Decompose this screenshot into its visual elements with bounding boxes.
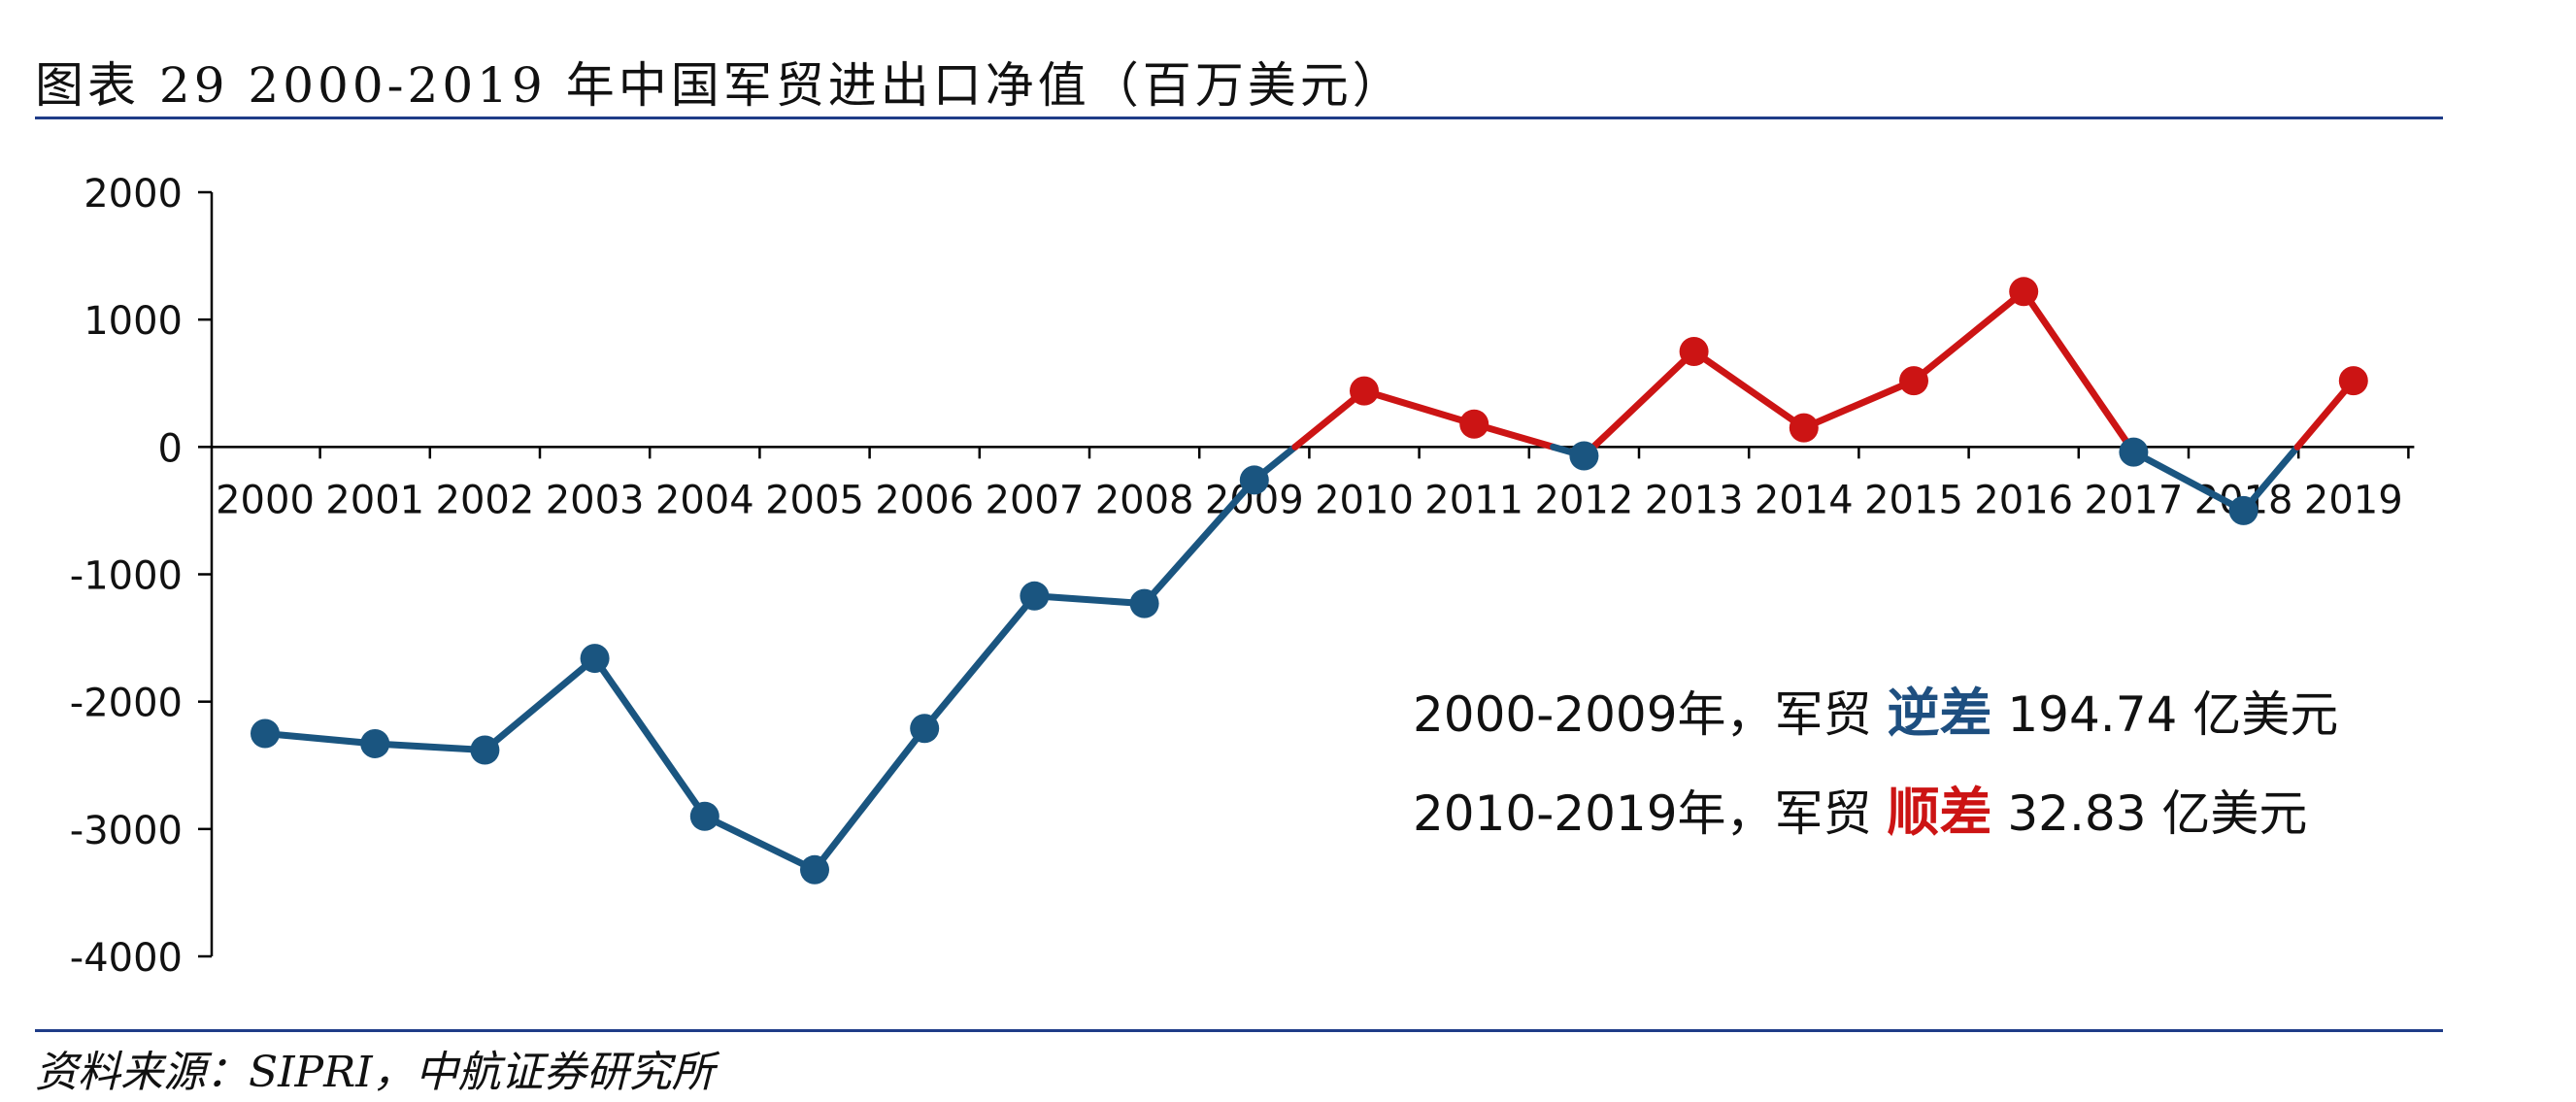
series-line-segment bbox=[371, 740, 488, 754]
annotation-surplus-prefix: 2010-2019年，军贸 bbox=[1413, 785, 1872, 842]
x-tick-label: 2010 bbox=[1315, 478, 1414, 522]
y-tick-label: -2000 bbox=[70, 682, 183, 726]
x-tick-label: 2019 bbox=[2304, 478, 2403, 522]
series-line-segment bbox=[1291, 387, 1368, 451]
x-tick-label: 2015 bbox=[1864, 478, 1963, 522]
annotation-deficit-prefix: 2000-2009年，军贸 bbox=[1413, 686, 1872, 743]
x-tick-label: 2005 bbox=[765, 478, 864, 522]
x-tick-label: 2014 bbox=[1755, 478, 1854, 522]
x-tick-label: 2011 bbox=[1424, 478, 1523, 522]
annotation-deficit-keyword: 逆差 bbox=[1887, 683, 1992, 744]
x-tick-label: 2013 bbox=[1645, 478, 1744, 522]
data-point bbox=[910, 714, 940, 744]
data-point bbox=[2338, 366, 2368, 396]
series-line-segment bbox=[1690, 348, 1808, 432]
x-tick-label: 2003 bbox=[546, 478, 645, 522]
x-tick-label: 2012 bbox=[1535, 478, 1634, 522]
annotation-surplus-suffix: 32.83 亿美元 bbox=[2007, 785, 2308, 842]
data-point bbox=[1239, 465, 1269, 495]
data-point bbox=[1459, 409, 1489, 439]
x-tick-label: 2016 bbox=[1974, 478, 2073, 522]
series-line-segment bbox=[1800, 377, 1918, 432]
y-tick-label: -4000 bbox=[70, 936, 183, 981]
series-line-segment bbox=[1360, 387, 1478, 428]
series-line-segment bbox=[481, 654, 599, 754]
annotation-surplus: 2010-2019年，军贸 顺差 32.83 亿美元 bbox=[1413, 769, 2307, 846]
figure-title: 图表 29 2000-2019 年中国军贸进出口净值（百万美元） bbox=[35, 57, 1405, 114]
series-line-segment bbox=[811, 724, 928, 874]
annotation-deficit: 2000-2009年，军贸 逆差 194.74 亿美元 bbox=[1413, 670, 2338, 747]
title-rule bbox=[35, 117, 2443, 119]
data-point bbox=[1569, 441, 1599, 471]
series-line-segment bbox=[920, 592, 1038, 732]
y-tick-label: 2000 bbox=[84, 172, 183, 217]
series-line-segment bbox=[1030, 592, 1149, 608]
data-point bbox=[580, 644, 610, 674]
annotation-surplus-keyword: 顺差 bbox=[1887, 782, 1992, 843]
x-tick-label: 2002 bbox=[436, 478, 535, 522]
y-tick-label: 1000 bbox=[84, 299, 183, 344]
data-point bbox=[2009, 277, 2039, 307]
data-point bbox=[1020, 581, 1050, 611]
data-point bbox=[1350, 376, 1379, 406]
data-point bbox=[470, 735, 500, 765]
source-note: 资料来源：SIPRI，中航证券研究所 bbox=[35, 1048, 715, 1097]
series-line-segment bbox=[2129, 449, 2248, 515]
series-line-segment bbox=[701, 813, 819, 874]
x-tick-label: 2000 bbox=[216, 478, 315, 522]
y-tick-label: 0 bbox=[158, 426, 183, 471]
annotation-deficit-suffix: 194.74 亿美元 bbox=[2007, 686, 2339, 743]
x-tick-label: 2006 bbox=[875, 478, 974, 522]
data-point bbox=[360, 728, 390, 758]
footer-rule bbox=[35, 1029, 2443, 1032]
data-point bbox=[2228, 495, 2258, 525]
data-point bbox=[251, 718, 280, 749]
x-tick-label: 2008 bbox=[1095, 478, 1194, 522]
x-tick-label: 2017 bbox=[2085, 478, 2184, 522]
series-line-segment bbox=[1910, 287, 2027, 384]
data-point bbox=[800, 854, 829, 885]
y-tick-label: -3000 bbox=[70, 809, 183, 853]
series-line-segment bbox=[261, 729, 379, 748]
data-point bbox=[2119, 437, 2149, 467]
data-point bbox=[1679, 336, 1709, 366]
x-tick-label: 2001 bbox=[325, 478, 424, 522]
series-line-segment bbox=[2020, 287, 2134, 451]
data-point bbox=[1789, 413, 1819, 443]
series-line-segment bbox=[1141, 476, 1258, 608]
y-tick-label: -1000 bbox=[70, 554, 183, 599]
data-point bbox=[1899, 366, 1928, 396]
series-line-segment bbox=[1589, 348, 1698, 451]
data-point bbox=[1129, 588, 1159, 618]
x-tick-label: 2004 bbox=[655, 478, 754, 522]
data-point bbox=[689, 801, 719, 831]
x-tick-label: 2007 bbox=[986, 478, 1085, 522]
series-line-segment bbox=[591, 654, 709, 820]
